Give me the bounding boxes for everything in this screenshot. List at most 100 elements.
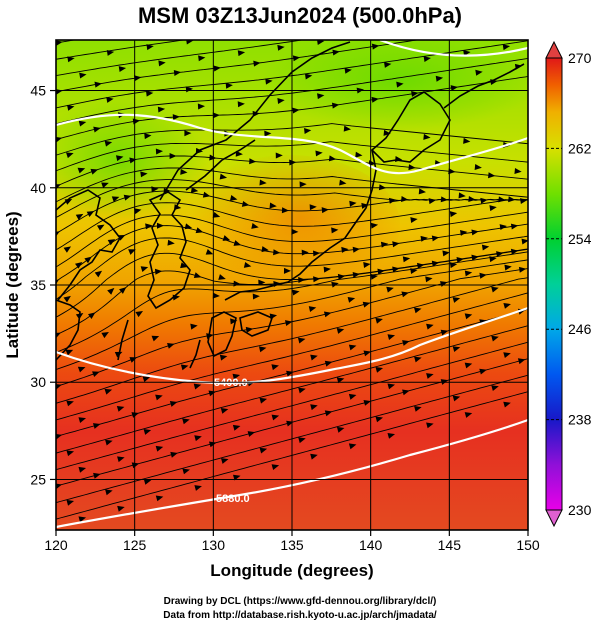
streamline-arrow	[423, 133, 431, 140]
streamline-arrow	[259, 397, 268, 404]
streamline-arrow	[331, 227, 339, 234]
streamline-arrow	[388, 197, 397, 204]
streamline-arrow	[77, 167, 86, 174]
streamline-arrow	[66, 450, 75, 457]
streamline-arrow	[491, 335, 499, 342]
streamline-arrow	[449, 211, 458, 218]
streamline-arrow	[101, 332, 109, 339]
streamline-arrow	[402, 340, 410, 346]
streamline-arrow	[158, 60, 166, 67]
streamline-arrow	[230, 318, 238, 325]
streamline-arrow	[259, 447, 268, 454]
contour-label-5880: 5880.0	[216, 493, 250, 505]
streamline-arrow	[411, 90, 419, 97]
streamline-arrow	[251, 223, 259, 229]
streamline-arrow	[220, 407, 229, 414]
streamline-arrow	[232, 424, 241, 431]
streamline-arrow	[503, 303, 511, 309]
streamline-arrow	[362, 301, 371, 308]
streamline-arrow	[480, 197, 488, 204]
colorbar-tick-label: 270	[568, 50, 592, 66]
streamline-arrow	[56, 332, 61, 339]
streamline-arrow	[186, 40, 194, 45]
streamline	[56, 123, 528, 156]
streamline-arrow	[503, 352, 511, 358]
streamline-arrow	[377, 268, 385, 275]
streamline-arrow	[452, 297, 461, 303]
streamline	[56, 251, 528, 353]
streamline-arrow	[205, 249, 214, 255]
map-title: MSM 03Z13Jun2024 (500.0hPa)	[138, 3, 462, 28]
streamline-arrow	[66, 104, 75, 111]
streamline-arrow	[431, 260, 440, 267]
streamline-arrow	[167, 239, 175, 246]
streamline-arrow	[219, 354, 228, 361]
streamline-arrow	[101, 182, 109, 189]
streamline-arrow	[328, 155, 337, 162]
colorbar-max-arrow	[545, 40, 563, 59]
streamline-arrow	[271, 364, 279, 371]
streamline-arrow	[349, 200, 357, 207]
streamline-arrow	[289, 159, 297, 166]
streamline-arrow	[521, 238, 528, 245]
streamline-arrow	[220, 458, 229, 464]
streamline-arrow	[299, 181, 307, 188]
streamline-arrow	[145, 90, 154, 97]
streamline-arrow	[471, 254, 479, 261]
streamline-arrow	[344, 67, 352, 74]
streamline-arrow	[336, 328, 345, 334]
streamline	[56, 268, 528, 387]
colorbar-tick-label: 246	[568, 321, 592, 337]
streamline-arrow	[140, 171, 148, 178]
streamline-arrow	[93, 126, 101, 133]
streamline-arrow	[463, 50, 471, 57]
colorbar-tick-label: 238	[568, 412, 592, 428]
y-tick-label: 45	[30, 83, 46, 99]
streamline-arrow	[375, 367, 384, 373]
streamline-arrow	[111, 196, 120, 202]
streamline-arrow	[458, 192, 466, 199]
streamline-arrow	[66, 499, 75, 506]
streamline	[56, 341, 528, 471]
streamline-arrow	[298, 437, 306, 444]
streamline-arrow	[292, 289, 300, 296]
streamline-arrow	[503, 401, 511, 408]
streamline-arrow	[310, 453, 318, 460]
streamline-arrow	[241, 200, 250, 207]
streamline-arrow	[252, 293, 260, 300]
streamline-arrow	[77, 366, 86, 373]
streamline-arrow	[426, 323, 434, 330]
streamline-arrow	[78, 466, 87, 473]
streamline-arrow	[271, 414, 280, 421]
streamline-arrow	[387, 433, 396, 439]
streamline-arrow	[265, 78, 273, 85]
streamline-arrow	[323, 266, 331, 273]
streamline	[56, 391, 528, 520]
streamline-arrow	[323, 311, 332, 318]
streamline-arrow	[499, 224, 507, 231]
streamline-arrow	[363, 400, 372, 406]
streamline	[56, 235, 528, 300]
streamline-arrow	[259, 179, 267, 186]
streamline-arrow	[310, 354, 318, 361]
streamline-arrow	[78, 516, 87, 523]
x-tick-label: 130	[202, 537, 226, 553]
height-contours	[56, 40, 528, 529]
x-tick-label: 145	[438, 537, 462, 553]
streamline-arrow	[417, 262, 425, 269]
streamline-arrow	[348, 393, 357, 400]
streamline-arrow	[169, 401, 178, 407]
streamline-arrow	[131, 412, 140, 418]
streamline-arrow	[352, 246, 360, 253]
streamline-arrow	[269, 202, 277, 209]
streamline-arrow	[384, 61, 392, 68]
streamline-arrow	[291, 228, 299, 235]
streamline-arrow	[66, 400, 74, 407]
streamline-arrow	[218, 274, 226, 280]
streamline-arrow	[92, 371, 100, 378]
streamline-arrow	[378, 184, 387, 191]
streamline-arrow	[284, 320, 293, 326]
streamline-arrow	[195, 227, 204, 234]
streamline-arrow	[117, 456, 125, 463]
